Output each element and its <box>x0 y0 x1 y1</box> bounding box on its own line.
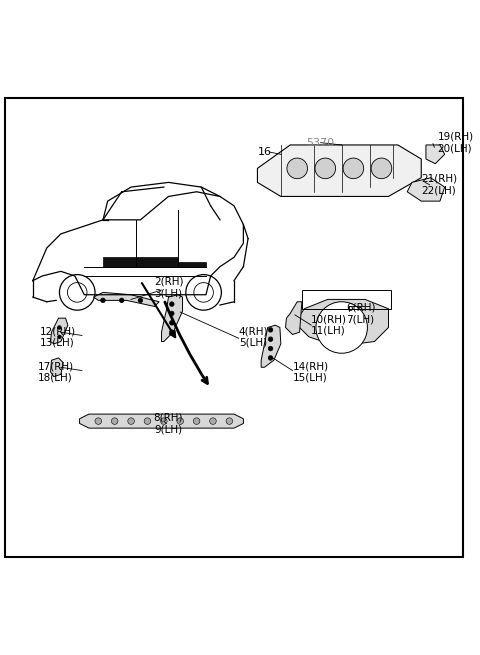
Text: 21(RH)
22(LH): 21(RH) 22(LH) <box>421 174 457 196</box>
Text: 19(RH)
20(LH): 19(RH) 20(LH) <box>438 132 474 153</box>
Polygon shape <box>94 292 159 307</box>
Text: 14(RH)
15(LH): 14(RH) 15(LH) <box>292 361 329 383</box>
Text: 2(RH)
3(LH): 2(RH) 3(LH) <box>155 277 184 299</box>
Circle shape <box>268 337 273 341</box>
Circle shape <box>315 158 336 179</box>
Circle shape <box>316 302 367 353</box>
Polygon shape <box>161 295 182 341</box>
Circle shape <box>268 328 273 332</box>
Bar <box>302 290 391 309</box>
Circle shape <box>268 356 273 360</box>
Polygon shape <box>80 414 243 428</box>
Polygon shape <box>50 358 63 377</box>
Polygon shape <box>286 302 302 335</box>
Text: 17(RH)
18(LH): 17(RH) 18(LH) <box>37 361 73 383</box>
Polygon shape <box>178 262 206 267</box>
Text: 5370: 5370 <box>307 138 335 147</box>
Text: 8(RH)
9(LH): 8(RH) 9(LH) <box>154 413 183 434</box>
Text: 12(RH)
13(LH): 12(RH) 13(LH) <box>40 326 76 348</box>
Circle shape <box>169 330 174 335</box>
Polygon shape <box>50 318 68 344</box>
Circle shape <box>160 418 167 424</box>
Polygon shape <box>136 257 178 267</box>
Text: 6(RH)
7(LH): 6(RH) 7(LH) <box>347 303 376 324</box>
Circle shape <box>128 418 134 424</box>
Circle shape <box>58 326 61 329</box>
Text: 16: 16 <box>257 147 272 157</box>
Text: 10(RH)
11(LH): 10(RH) 11(LH) <box>311 314 347 336</box>
Circle shape <box>144 418 151 424</box>
Polygon shape <box>426 145 444 164</box>
Polygon shape <box>103 257 136 267</box>
Circle shape <box>287 158 308 179</box>
Polygon shape <box>261 325 281 367</box>
Circle shape <box>268 346 273 351</box>
Circle shape <box>210 418 216 424</box>
Circle shape <box>169 311 174 316</box>
Circle shape <box>120 298 124 303</box>
Circle shape <box>371 158 392 179</box>
Polygon shape <box>295 299 388 346</box>
Circle shape <box>226 418 233 424</box>
Polygon shape <box>257 145 421 196</box>
Circle shape <box>169 302 174 307</box>
Circle shape <box>177 418 183 424</box>
Circle shape <box>343 158 364 179</box>
Circle shape <box>169 320 174 325</box>
Circle shape <box>58 335 61 339</box>
Text: 4(RH)
5(LH): 4(RH) 5(LH) <box>239 326 268 348</box>
Circle shape <box>111 418 118 424</box>
Circle shape <box>101 298 105 303</box>
Circle shape <box>95 418 102 424</box>
Circle shape <box>138 298 143 303</box>
Circle shape <box>193 418 200 424</box>
Polygon shape <box>407 178 444 201</box>
